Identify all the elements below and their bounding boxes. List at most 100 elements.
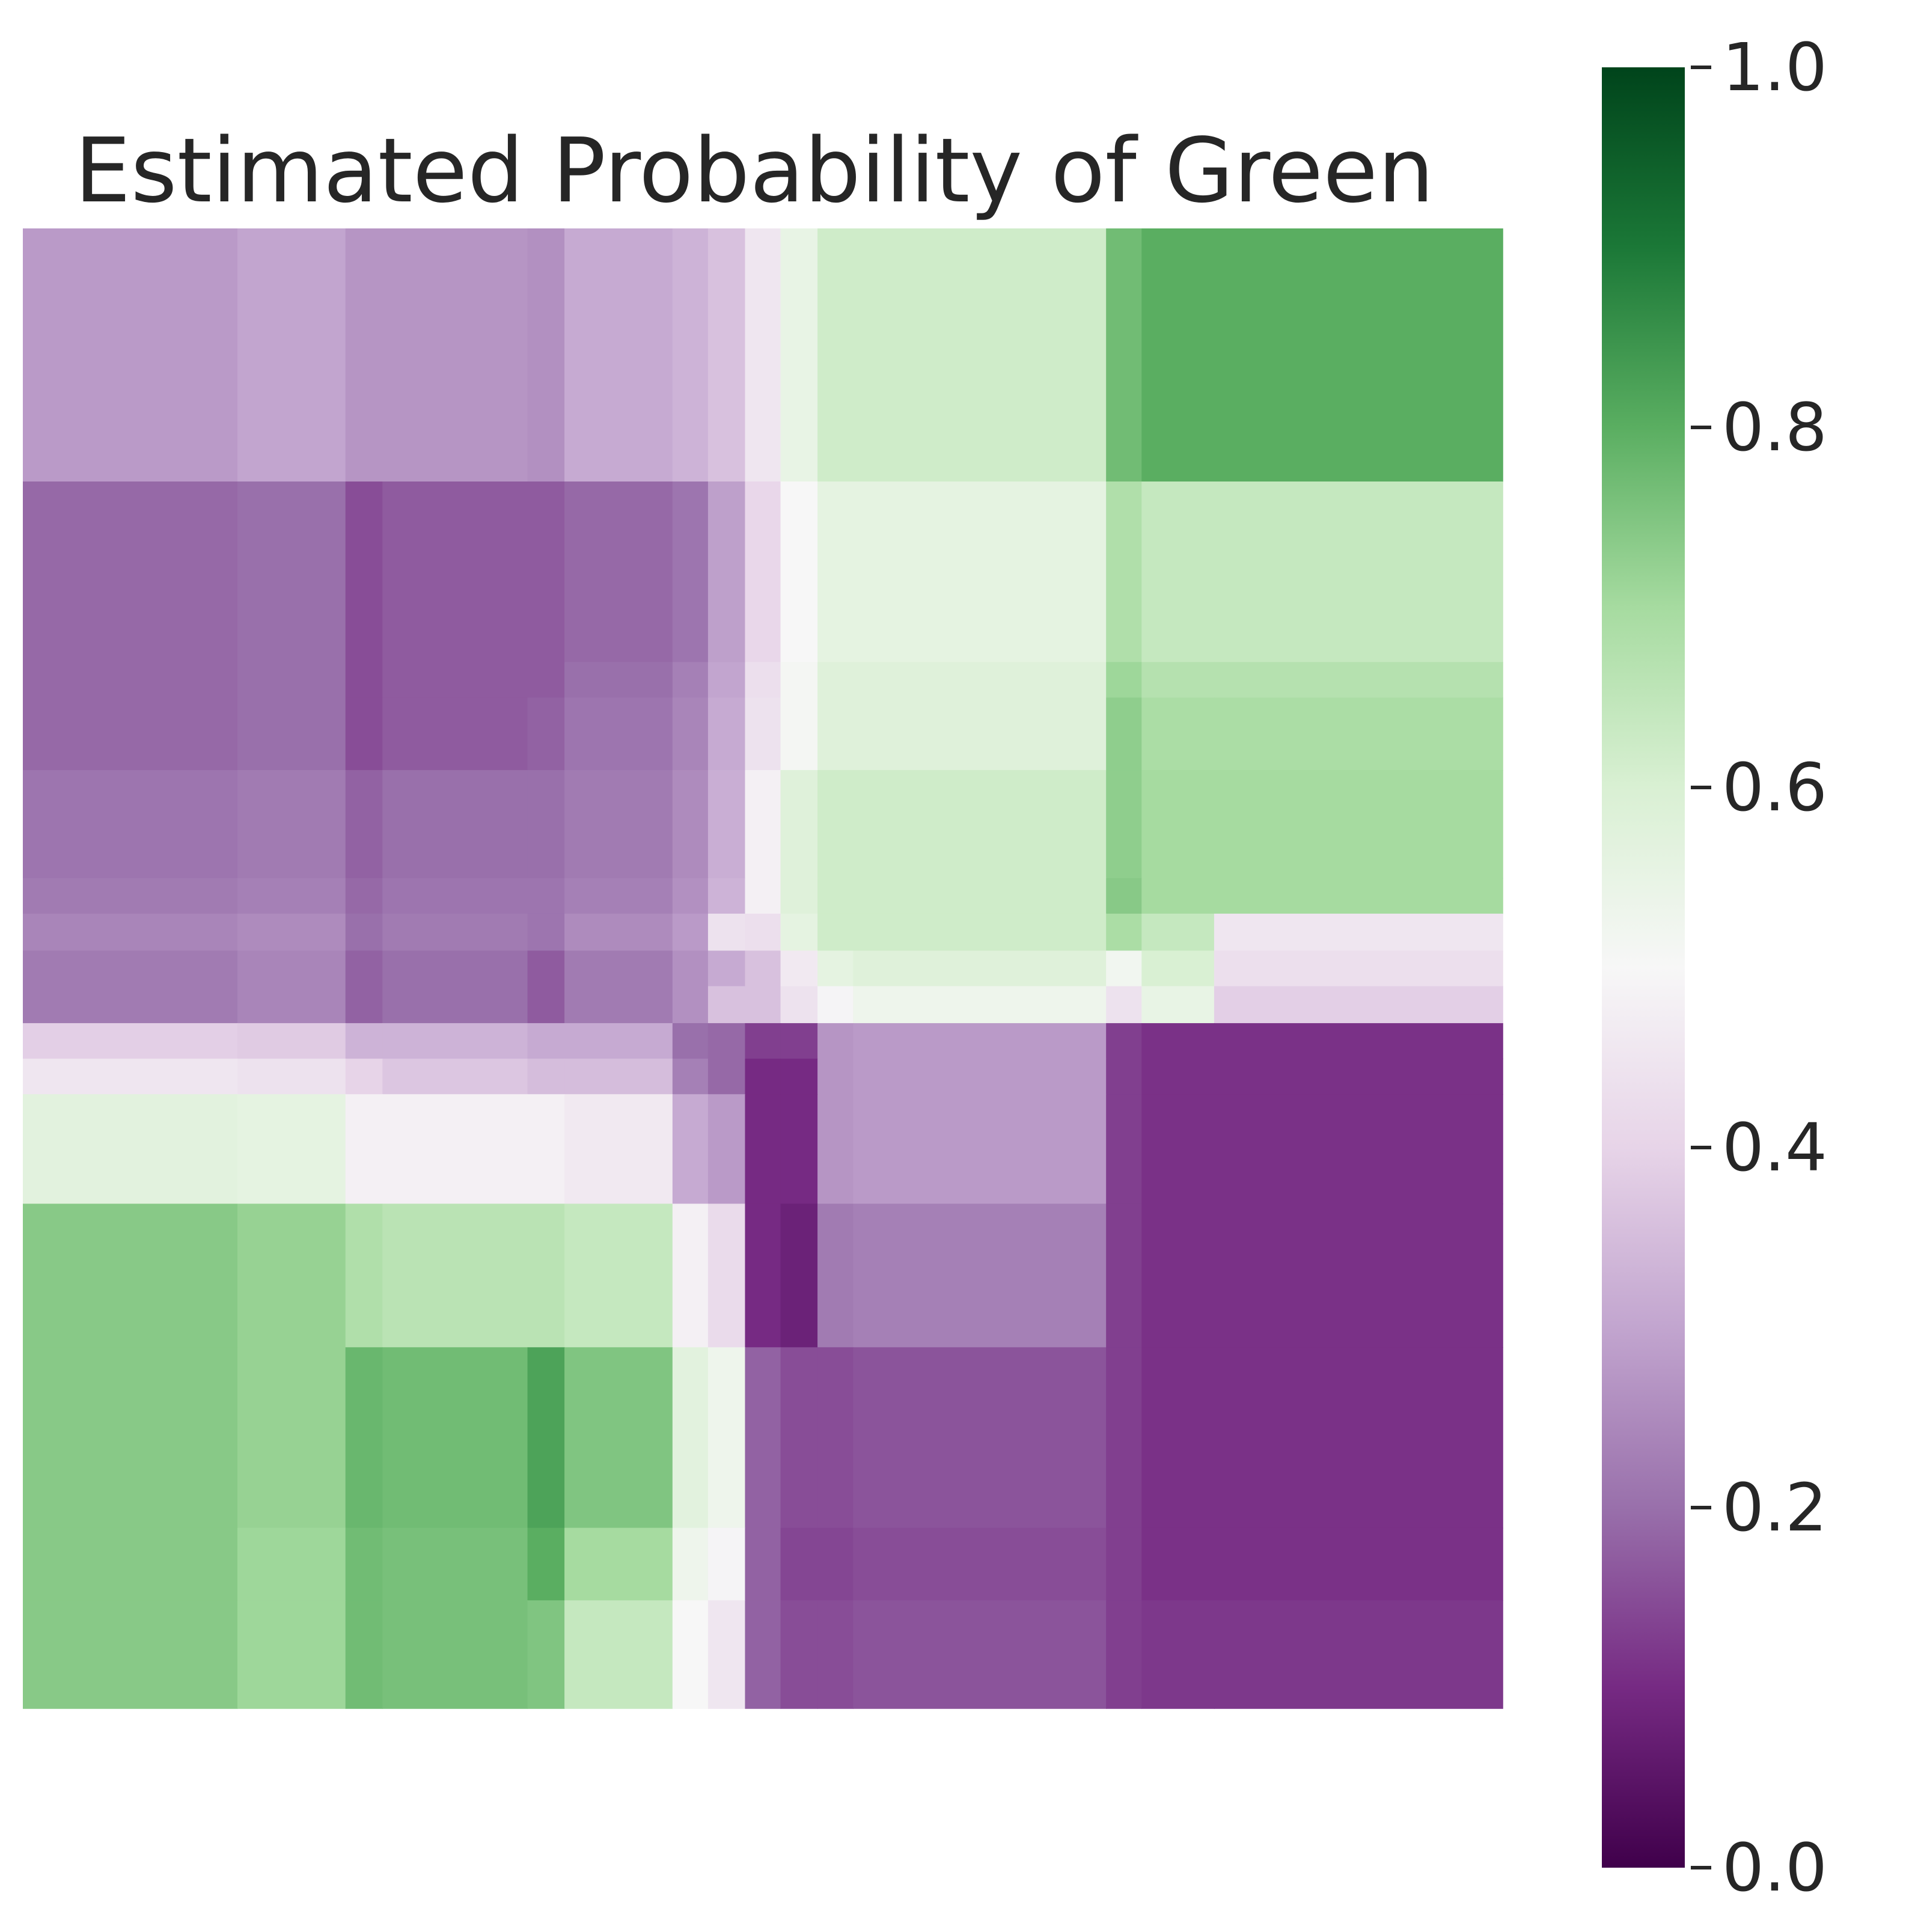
heatmap-cell — [707, 1527, 746, 1601]
heatmap-cell — [1214, 1059, 1503, 1095]
heatmap-cell — [1141, 878, 1215, 914]
heatmap-cell — [853, 913, 1107, 952]
heatmap-cell — [853, 697, 1107, 771]
heatmap-cell — [672, 913, 709, 952]
heatmap-cell — [564, 1600, 673, 1709]
heatmap-cell — [745, 1023, 781, 1059]
heatmap-cell — [1141, 770, 1215, 879]
heatmap-cell — [1214, 878, 1503, 914]
heatmap-cell — [23, 878, 238, 914]
heatmap-cell — [780, 481, 818, 663]
heatmap-cell — [672, 986, 709, 1024]
heatmap-cell — [527, 1527, 565, 1601]
heatmap-cell — [382, 878, 528, 914]
heatmap-cell — [707, 1347, 746, 1529]
heatmap-cell — [817, 1347, 854, 1529]
heatmap-cell — [382, 1203, 528, 1348]
heatmap-cell — [672, 1023, 709, 1059]
heatmap-cell — [23, 913, 238, 952]
heatmap-cell — [382, 228, 528, 482]
heatmap-cell — [237, 1203, 346, 1348]
heatmap-cell — [527, 913, 565, 952]
heatmap-cell — [707, 878, 746, 914]
heatmap-cell — [817, 1023, 854, 1059]
heatmap-cell — [1141, 697, 1215, 771]
heatmap-cell — [780, 1094, 818, 1205]
heatmap-cell — [237, 481, 346, 663]
colorbar-tick-label: 0.6 — [1722, 749, 1827, 826]
heatmap-cell — [1214, 950, 1503, 987]
heatmap-cell — [853, 986, 1107, 1024]
heatmap-cell — [527, 1094, 565, 1205]
heatmap-cell — [237, 1094, 346, 1205]
heatmap-cell — [23, 1094, 238, 1205]
heatmap-cell — [707, 1203, 746, 1348]
heatmap-cell — [382, 697, 528, 771]
heatmap-cell — [564, 1094, 673, 1205]
heatmap-cell — [564, 1023, 673, 1059]
heatmap-cell — [1106, 878, 1143, 914]
heatmap-cell — [564, 1527, 673, 1601]
heatmap-cell — [345, 1059, 383, 1095]
heatmap-cell — [817, 1094, 854, 1205]
heatmap-cell — [345, 986, 383, 1024]
heatmap-cell — [707, 1059, 746, 1095]
heatmap-cell — [23, 697, 238, 771]
heatmap-cell — [1214, 1347, 1503, 1529]
colorbar: 0.0 0.2 0.4 0.6 0.8 1.0 — [1602, 29, 1827, 1906]
colorbar-tick-label: 0.4 — [1722, 1109, 1827, 1186]
heatmap-cell — [853, 1527, 1107, 1601]
heatmap-cell — [780, 1203, 818, 1348]
heatmap-cell — [382, 1527, 528, 1601]
heatmap-cell — [745, 913, 781, 952]
heatmap-cell — [745, 878, 781, 914]
heatmap-cell — [564, 228, 673, 482]
heatmap-cell — [672, 1094, 709, 1205]
heatmap-cell — [237, 228, 346, 482]
heatmap-cell — [1106, 697, 1143, 771]
heatmap-cell — [527, 770, 565, 879]
heatmap-cell — [707, 1094, 746, 1205]
heatmap-cell — [817, 913, 854, 952]
heatmap-cell — [564, 986, 673, 1024]
heatmap-cell — [527, 1347, 565, 1529]
heatmap-cell — [1214, 913, 1503, 952]
heatmap-cell — [345, 913, 383, 952]
heatmap-cell — [817, 770, 854, 879]
heatmap-cell — [527, 986, 565, 1024]
heatmap-cell — [237, 1059, 346, 1095]
heatmap-cell — [1141, 662, 1215, 699]
heatmap-cell — [382, 913, 528, 952]
heatmap-cell — [672, 662, 709, 699]
heatmap-cell — [672, 950, 709, 987]
heatmap-cell — [1214, 1203, 1503, 1348]
heatmap-cell — [345, 1094, 383, 1205]
heatmap-cell — [672, 878, 709, 914]
heatmap-cell — [1106, 913, 1143, 952]
heatmap-cell — [564, 1347, 673, 1529]
heatmap-cell — [853, 1600, 1107, 1709]
heatmap-cell — [1106, 986, 1143, 1024]
heatmap-cell — [817, 662, 854, 699]
heatmap-cell — [1141, 913, 1215, 952]
heatmap-cell — [745, 1059, 781, 1095]
heatmap-cell — [817, 1527, 854, 1601]
heatmap-cell — [382, 986, 528, 1024]
heatmap-cell — [853, 1059, 1107, 1095]
heatmap-cell — [527, 481, 565, 663]
heatmap-cell — [1214, 1094, 1503, 1205]
heatmap-cell — [853, 662, 1107, 699]
heatmap-cell — [707, 913, 746, 952]
heatmap-cell — [527, 1023, 565, 1059]
heatmap-cell — [345, 1203, 383, 1348]
heatmap-cell — [1141, 1600, 1215, 1709]
heatmap-cell — [23, 481, 238, 663]
heatmap-cell — [1106, 1203, 1143, 1348]
heatmap-cell — [707, 950, 746, 987]
heatmap-cell — [382, 1347, 528, 1529]
heatmap-cell — [1106, 228, 1143, 482]
heatmap-cell — [382, 1059, 528, 1095]
heatmap-cell — [817, 1203, 854, 1348]
heatmap-cell — [780, 950, 818, 987]
